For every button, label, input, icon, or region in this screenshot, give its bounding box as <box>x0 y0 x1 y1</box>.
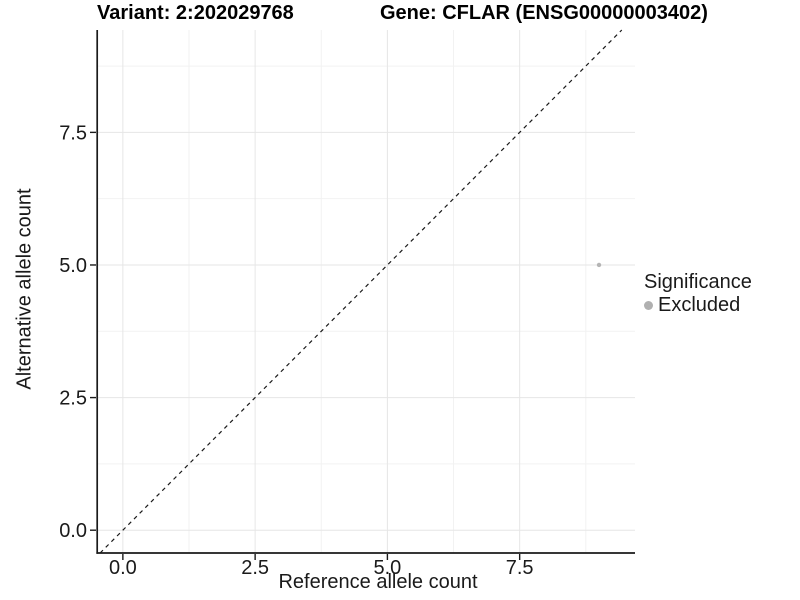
legend-item-excluded: Excluded <box>644 294 752 316</box>
identity-reference-line <box>99 29 623 554</box>
y-axis-title: Alternative allele count <box>13 188 36 390</box>
x-tick-label: 0.0 <box>109 557 137 579</box>
y-tick-label: 5.0 <box>59 255 87 277</box>
variant-title: Variant: 2:202029768 <box>97 2 294 24</box>
y-tick-label: 7.5 <box>59 122 87 144</box>
x-axis-title: Reference allele count <box>278 571 478 593</box>
data-point <box>596 262 602 268</box>
x-tick-label: 7.5 <box>506 557 534 579</box>
y-tick-label: 2.5 <box>59 388 87 410</box>
y-tick-label: 0.0 <box>59 520 87 542</box>
x-tick-label: 5.0 <box>373 557 401 579</box>
legend-title: Significance <box>644 271 752 293</box>
legend-item-label: Excluded <box>658 294 741 316</box>
legend: Significance Excluded <box>644 271 752 316</box>
x-tick-label: 2.5 <box>241 557 269 579</box>
legend-circle-marker-icon <box>644 300 653 310</box>
gene-title: Gene: CFLAR (ENSG00000003402) <box>380 2 708 24</box>
